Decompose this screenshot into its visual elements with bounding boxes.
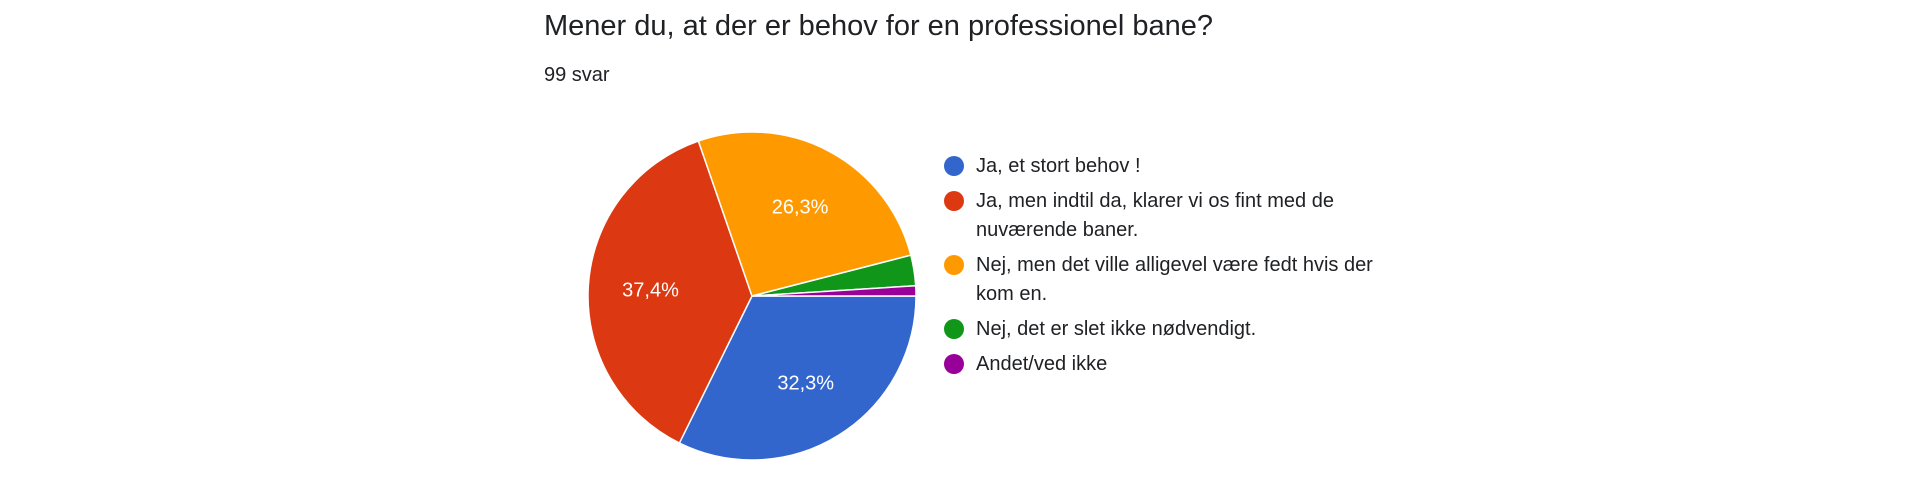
pie-slice-3[interactable] xyxy=(697,131,912,297)
legend-swatch-2 xyxy=(944,191,964,211)
pie-slice-label-2: 37,4% xyxy=(622,280,679,302)
legend-label-4: Nej, det er slet ikke nødvendigt. xyxy=(976,318,1257,340)
legend-label-1: Ja, et stort behov ! xyxy=(976,155,1141,177)
legend-label-3: Nej, men det ville alligevel være fedt h… xyxy=(976,254,1373,305)
legend-item-4[interactable]: Nej, det er slet ikke nødvendigt. xyxy=(944,315,1384,344)
chart-legend: Ja, et stort behov ! Ja, men indtil da, k… xyxy=(944,152,1384,385)
legend-label-2: Ja, men indtil da, klarer vi os fint med… xyxy=(976,190,1334,241)
legend-item-1[interactable]: Ja, et stort behov ! xyxy=(944,152,1384,181)
legend-swatch-5 xyxy=(944,354,964,374)
pie-slice-5[interactable] xyxy=(751,284,917,297)
pie-slice-label-3: 26,3% xyxy=(772,196,829,218)
legend-swatch-1 xyxy=(944,156,964,176)
legend-swatch-4 xyxy=(944,319,964,339)
pie-slice-2[interactable] xyxy=(587,140,753,445)
question-title: Mener du, at der er behov for en profess… xyxy=(544,10,1214,42)
legend-label-5: Andet/ved ikke xyxy=(976,353,1108,375)
legend-item-3[interactable]: Nej, men det ville alligevel være fedt h… xyxy=(944,251,1384,309)
response-count: 99 svar xyxy=(544,64,610,86)
pie-slice-label-1: 32,3% xyxy=(777,372,834,394)
legend-item-2[interactable]: Ja, men indtil da, klarer vi os fint med… xyxy=(944,187,1384,245)
pie-slice-1[interactable] xyxy=(678,295,917,461)
legend-item-5[interactable]: Andet/ved ikke xyxy=(944,350,1384,379)
legend-swatch-3 xyxy=(944,255,964,275)
